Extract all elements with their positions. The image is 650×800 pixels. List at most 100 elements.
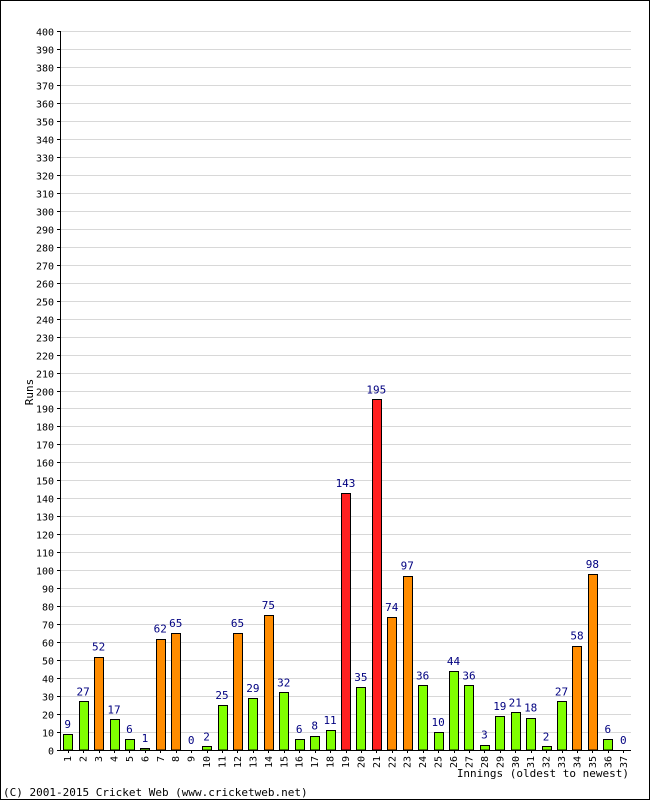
- bar-innings-30: [511, 712, 521, 751]
- y-tick-label: 30: [42, 693, 54, 704]
- y-tick-label: 70: [42, 621, 54, 632]
- y-tick-label: 80: [42, 603, 54, 614]
- value-label-innings-20: 35: [354, 671, 367, 684]
- y-tick-label: 260: [36, 280, 54, 291]
- x-tick-label: 21: [372, 756, 383, 768]
- y-axis-ticks: 0 10 20 30 40 50 60 70 80 90 100 110 120 130 140 150 160…: [36, 28, 60, 758]
- bar-innings-27: [464, 685, 474, 751]
- x-tick-label: 19: [341, 756, 352, 768]
- value-label-innings-37: 0: [620, 734, 627, 747]
- y-tick-label: 110: [36, 549, 54, 560]
- value-label-innings-7: 62: [154, 623, 167, 636]
- x-tick-label: 26: [449, 756, 460, 768]
- x-tick-label: 4: [110, 756, 121, 762]
- bar-innings-17: [310, 736, 320, 751]
- x-tick-label: 1: [63, 756, 74, 762]
- bar-innings-12: [233, 633, 243, 751]
- x-tick-label: 23: [403, 756, 414, 768]
- bar-innings-26: [449, 671, 459, 751]
- x-tick-label: 6: [140, 756, 151, 762]
- x-tick-label: 3: [94, 756, 105, 762]
- y-tick-label: 140: [36, 495, 54, 506]
- bar-innings-19: [341, 493, 351, 751]
- copyright-notice: (C) 2001-2015 Cricket Web (www.cricketwe…: [3, 786, 308, 799]
- bar-innings-25: [434, 732, 444, 751]
- value-label-innings-17: 8: [311, 720, 318, 733]
- bar-innings-28: [480, 745, 490, 751]
- y-tick-label: 10: [42, 729, 54, 740]
- bar-innings-23: [403, 576, 413, 751]
- value-label-innings-32: 2: [543, 730, 550, 743]
- bar-innings-8: [171, 633, 181, 751]
- value-label-innings-34: 58: [570, 630, 583, 643]
- x-tick-label: 30: [511, 756, 522, 768]
- bar-innings-33: [557, 701, 567, 751]
- y-tick-label: 370: [36, 82, 54, 93]
- bar-innings-6: [140, 748, 150, 751]
- y-tick-label: 220: [36, 352, 54, 363]
- x-tick-label: 24: [418, 756, 429, 768]
- y-tick-label: 390: [36, 46, 54, 57]
- y-tick-label: 300: [36, 208, 54, 219]
- value-label-innings-13: 29: [246, 682, 259, 695]
- bar-innings-22: [387, 617, 397, 751]
- y-tick-label: 310: [36, 190, 54, 201]
- y-tick-label: 290: [36, 226, 54, 237]
- x-tick-label: 25: [434, 756, 445, 768]
- value-label-innings-19: 143: [336, 477, 356, 490]
- y-tick-label: 0: [48, 747, 54, 758]
- x-tick-label: 28: [480, 756, 491, 768]
- y-tick-label: 210: [36, 370, 54, 381]
- y-tick-label: 50: [42, 657, 54, 668]
- x-tick-label: 5: [125, 756, 136, 762]
- y-tick-label: 250: [36, 298, 54, 309]
- y-tick-label: 130: [36, 513, 54, 524]
- value-label-innings-28: 3: [481, 729, 488, 742]
- value-label-innings-8: 65: [169, 617, 182, 630]
- y-tick-label: 40: [42, 675, 54, 686]
- y-tick-label: 200: [36, 388, 54, 399]
- x-tick-label: 14: [264, 756, 275, 768]
- value-label-innings-30: 21: [509, 696, 522, 709]
- bar-innings-15: [279, 692, 289, 751]
- bar-innings-21: [372, 399, 382, 751]
- x-tick-label: 8: [171, 756, 182, 762]
- y-tick-label: 270: [36, 262, 54, 273]
- value-label-innings-23: 97: [401, 560, 414, 573]
- bar-innings-36: [603, 739, 613, 751]
- y-tick-label: 160: [36, 459, 54, 470]
- bar-innings-35: [588, 574, 598, 751]
- bar-innings-7: [156, 639, 166, 751]
- bar-innings-34: [572, 646, 582, 751]
- y-tick-label: 340: [36, 136, 54, 147]
- value-label-innings-24: 36: [416, 669, 429, 682]
- y-tick-label: 90: [42, 585, 54, 596]
- bar-innings-14: [264, 615, 274, 751]
- y-tick-label: 360: [36, 100, 54, 111]
- value-label-innings-16: 6: [296, 723, 303, 736]
- x-tick-label: 15: [279, 756, 290, 768]
- x-tick-label: 36: [603, 756, 614, 768]
- x-tick-label: 33: [557, 756, 568, 768]
- bar-innings-18: [326, 730, 336, 751]
- x-tick-label: 2: [79, 756, 90, 762]
- bar-innings-1: [63, 734, 73, 751]
- x-tick-label: 34: [572, 756, 583, 768]
- y-tick-label: 190: [36, 405, 54, 416]
- bar-innings-3: [94, 657, 104, 751]
- value-label-innings-11: 25: [215, 689, 228, 702]
- y-tick-label: 170: [36, 441, 54, 452]
- bar-innings-13: [248, 698, 258, 751]
- value-label-innings-22: 74: [385, 601, 399, 614]
- x-tick-label: 16: [295, 756, 306, 768]
- x-tick-label: 27: [464, 756, 475, 768]
- y-tick-label: 100: [36, 567, 54, 578]
- x-tick-label: 20: [356, 756, 367, 768]
- x-tick-label: 17: [310, 756, 321, 768]
- y-tick-label: 320: [36, 172, 54, 183]
- value-label-innings-21: 195: [366, 383, 386, 396]
- value-label-innings-15: 32: [277, 676, 290, 689]
